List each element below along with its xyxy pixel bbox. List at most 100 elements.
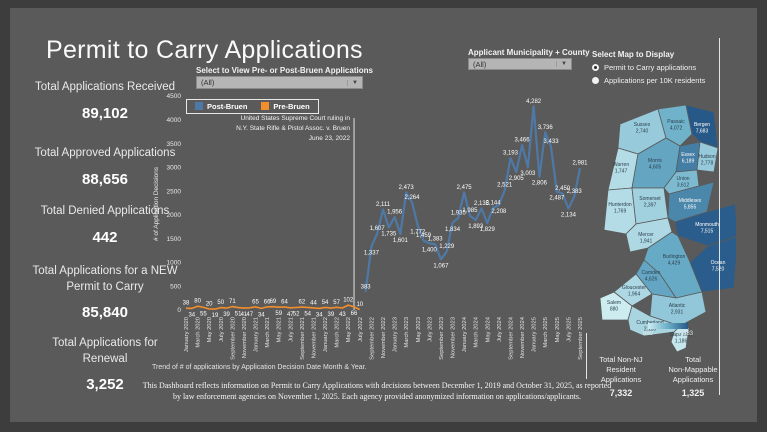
x-tick-label: March 2025 <box>543 317 549 348</box>
county-shape[interactable] <box>696 141 719 173</box>
stat-total-denied: Total Denied Applications 442 <box>30 204 180 246</box>
x-tick-label: September 2025 <box>578 317 584 360</box>
data-label: 1,067 <box>433 263 449 269</box>
data-label: 4,282 <box>526 99 542 105</box>
data-label: 2,135 <box>474 201 490 207</box>
data-label: 34 <box>188 312 195 318</box>
data-label: 2,475 <box>457 185 473 191</box>
radio-unselected-icon[interactable] <box>592 77 599 84</box>
nj-county-map[interactable]: Sussex2,740Passaic4,072Bergen7,683Warren… <box>588 96 736 354</box>
chart-legend: Post-Bruen Pre-Bruen <box>186 97 319 115</box>
trend-chart[interactable]: 0 500 1000 1500 2000 2500 3000 3500 4000 4500 # of… <box>150 86 590 378</box>
data-label: 47 <box>246 312 253 318</box>
total-value: 1,325 <box>681 388 705 399</box>
county-name-label: Hudson <box>698 154 715 160</box>
legend-min: 880 <box>643 331 654 337</box>
stat-label: Total Applications Received <box>35 81 175 93</box>
radio-per-10k[interactable]: Applications per 10K residents <box>592 76 705 85</box>
data-label: 2,264 <box>404 195 420 201</box>
data-label: 54 <box>322 300 329 306</box>
radio-permit-to-carry[interactable]: Permit to Carry applications <box>592 63 705 72</box>
data-label: 39 <box>328 312 335 318</box>
x-tick-label: May 2022 <box>346 317 352 342</box>
y-axis-title: # of Application Decisions <box>153 166 160 241</box>
series-line-post-bruen[interactable] <box>364 105 582 292</box>
municipality-filter-dropdown[interactable]: (All) ▼ <box>468 58 572 70</box>
county-value-label: 1,186 <box>675 339 688 345</box>
x-tick-label: September 2022 <box>369 317 375 360</box>
x-tick-label: January 2025 <box>532 317 538 352</box>
total-label: Applications <box>672 375 714 385</box>
county-value-label: 1,941 <box>640 239 653 245</box>
x-tick-label: September 2021 <box>300 317 306 360</box>
data-label: 1,459 <box>416 233 432 239</box>
post-bruen-swatch-icon <box>195 102 203 110</box>
county-name-label: Burlington <box>663 254 686 260</box>
chevron-down-icon: ▼ <box>556 61 567 67</box>
x-tick-label: November 2023 <box>451 317 457 358</box>
stat-renewal: Total Applications for Renewal 3,252 <box>30 336 180 393</box>
data-label: 65 <box>252 299 259 305</box>
map-display-group: Select Map to Display Permit to Carry ap… <box>592 50 705 85</box>
data-label: 1,400 <box>422 247 438 253</box>
data-label: 2,450 <box>555 186 571 192</box>
legend-pre-bruen[interactable]: Pre-Bruen <box>261 102 310 111</box>
data-label: 69 <box>270 299 277 305</box>
radio-selected-icon[interactable] <box>592 64 599 71</box>
chart-caption: Trend of # of applications by Applicatio… <box>152 364 367 371</box>
data-label: 39 <box>223 312 230 318</box>
x-tick-label: July 2022 <box>358 317 364 342</box>
data-label: 51 <box>235 312 242 318</box>
right-divider[interactable] <box>719 38 720 395</box>
data-label: 71 <box>229 299 236 305</box>
county-value-label: 2,397 <box>644 203 657 209</box>
x-tick-label: January 2021 <box>254 317 260 352</box>
total-non-nj: Total Non-NJ Resident Applications 7,332 <box>585 355 657 400</box>
county-name-label: Hunterdon <box>608 202 632 208</box>
annotation-line: United States Supreme Court ruling in <box>240 115 350 122</box>
chevron-down-icon: ▼ <box>347 79 358 86</box>
data-label: 34 <box>258 312 265 318</box>
county-value-label: 2,116 <box>644 327 656 333</box>
data-label: 102 <box>343 298 354 304</box>
data-label: 1,956 <box>387 209 403 215</box>
data-label: 66 <box>264 299 271 305</box>
data-label: 3,736 <box>538 125 554 131</box>
annotation-line: N.Y. State Rifle & Pistol Assoc. v. Brue… <box>236 124 350 132</box>
county-shape[interactable] <box>599 291 633 321</box>
county-name-label: Cape May <box>670 332 693 338</box>
y-tick-label: 4000 <box>167 117 182 124</box>
x-tick-label: July 2021 <box>288 317 294 342</box>
x-tick-label: November 2022 <box>381 317 387 358</box>
x-tick-label: March 2022 <box>335 317 341 348</box>
total-label: Resident <box>606 365 636 375</box>
x-tick-label: November 2024 <box>520 316 526 358</box>
county-value-label: 1,747 <box>615 169 628 175</box>
county-name-label: Monmouth <box>695 222 719 228</box>
data-label: 2,134 <box>561 213 577 219</box>
stat-new-permit: Total Applications for a NEW Permit to C… <box>20 264 190 321</box>
county-shape[interactable] <box>689 236 736 293</box>
county-name-label: Atlantic <box>669 303 686 309</box>
legend-post-bruen[interactable]: Post-Bruen <box>195 102 247 111</box>
county-name-label: Sussex <box>634 122 651 128</box>
data-label: 52 <box>293 312 300 318</box>
stat-label: Total Denied Applications <box>40 205 170 217</box>
bruen-filter-dropdown[interactable]: (All) ▼ <box>196 76 363 89</box>
county-shape[interactable] <box>657 104 693 147</box>
data-label: 1,834 <box>445 227 461 233</box>
x-tick-label: July 2025 <box>566 317 572 342</box>
series-line-pre-bruen[interactable] <box>185 304 361 311</box>
map-legend-labels: 880 7,683 <box>643 331 693 337</box>
county-value-label: 7,520 <box>712 267 725 273</box>
